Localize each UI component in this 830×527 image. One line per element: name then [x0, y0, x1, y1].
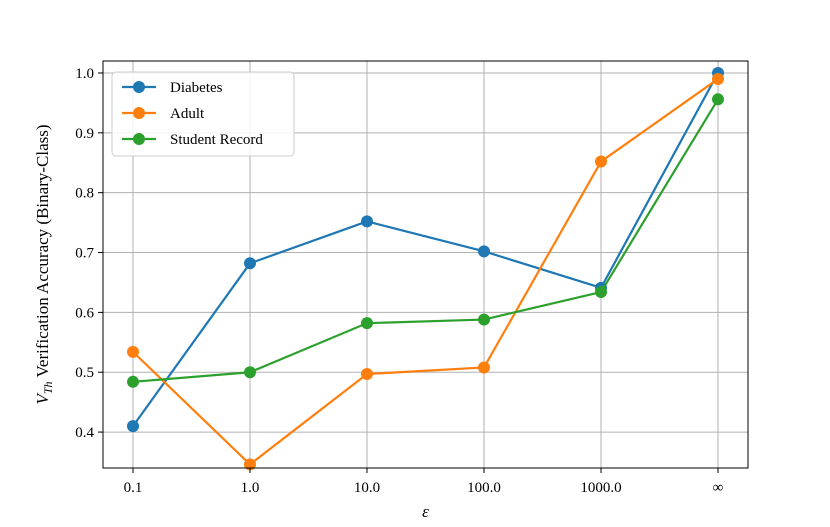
legend-marker — [133, 107, 145, 119]
x-tick-label: 10.0 — [354, 480, 380, 496]
y-axis-label-subscript: Th — [41, 381, 55, 394]
data-point — [478, 245, 490, 258]
legend-label: Diabetes — [170, 80, 223, 96]
data-point — [244, 458, 256, 471]
y-axis-label: VTh Verification Accuracy (Binary-Class) — [33, 124, 55, 404]
y-tick-label: 0.5 — [75, 365, 94, 381]
data-point — [361, 215, 373, 228]
axis-ticks: 0.1 1.0 10.0 100.0 1000.0 ∞ 0.4 0.5 0.6 0.7 0.8 0.9… — [75, 66, 723, 496]
legend-label: Student Record — [170, 132, 263, 148]
y-tick-label: 1.0 — [75, 66, 94, 82]
data-point — [127, 420, 139, 433]
data-point — [361, 368, 373, 381]
x-tick-label: 100.0 — [467, 480, 501, 496]
y-tick-label: 0.6 — [75, 305, 94, 321]
data-point — [244, 366, 256, 379]
legend-item: Student Record — [122, 132, 263, 148]
x-tick-label: 0.1 — [124, 480, 143, 496]
y-tick-label: 0.8 — [75, 186, 94, 202]
series-line — [132, 98, 719, 383]
y-tick-label: 0.4 — [75, 425, 94, 441]
legend-label: Adult — [170, 106, 205, 122]
data-point — [712, 93, 724, 106]
series-line — [132, 72, 719, 427]
data-point — [712, 72, 724, 85]
y-tick-label: 0.9 — [75, 126, 94, 142]
x-tick-label: 1.0 — [241, 480, 260, 496]
legend-marker — [133, 81, 145, 93]
data-point — [595, 286, 607, 299]
data-point — [478, 361, 490, 374]
plot-frame — [102, 60, 749, 469]
y-tick-label: 0.7 — [75, 246, 94, 262]
data-point — [361, 317, 373, 330]
x-tick-label: 1000.0 — [580, 480, 621, 496]
x-tick-label: ∞ — [713, 480, 724, 496]
data-point — [127, 345, 139, 358]
legend: Diabetes Adult Student Record — [111, 71, 295, 157]
data-point — [595, 155, 607, 168]
legend-item: Diabetes — [122, 80, 223, 96]
series-layer — [127, 66, 724, 471]
y-axis-label-rest: Verification Accuracy (Binary-Class) — [33, 124, 52, 381]
series-student-record — [127, 93, 724, 388]
data-point — [478, 313, 490, 326]
data-point — [244, 257, 256, 270]
x-axis-label: ε — [422, 502, 429, 521]
series-adult — [127, 72, 724, 471]
data-point — [127, 375, 139, 388]
legend-item: Adult — [122, 106, 205, 122]
series-line — [132, 78, 719, 466]
y-axis-label-main: V — [33, 392, 52, 405]
legend-box — [111, 71, 295, 157]
legend-marker — [133, 133, 145, 145]
